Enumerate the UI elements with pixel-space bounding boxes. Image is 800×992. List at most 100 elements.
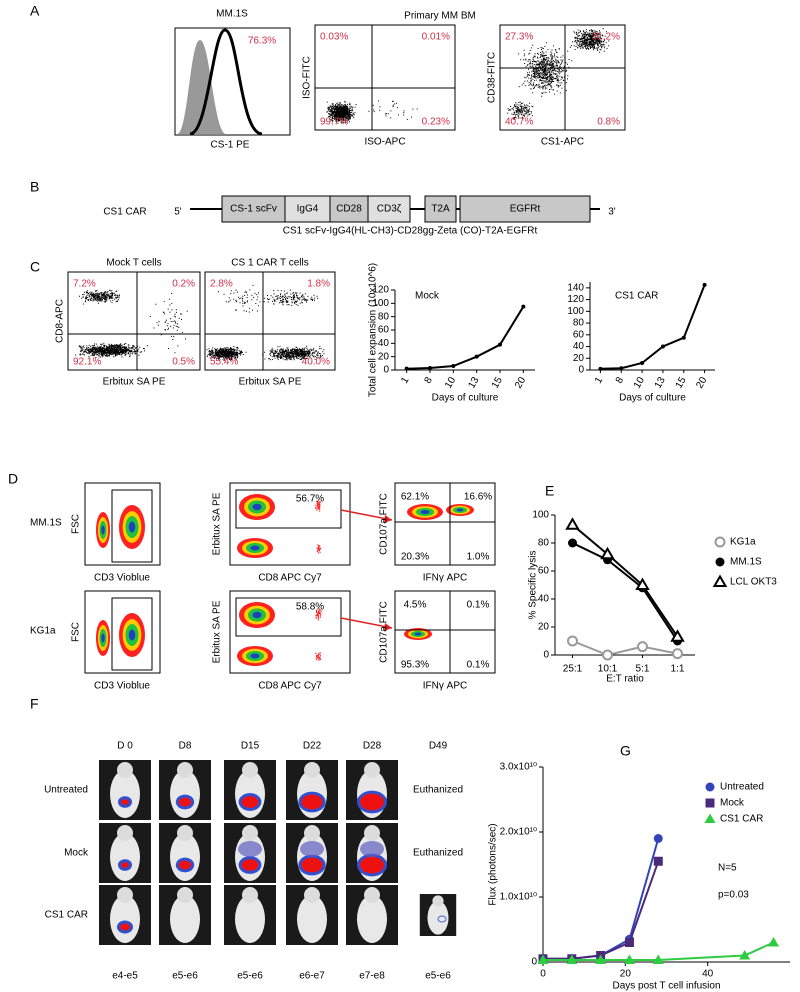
quadrant-percent: 7.2%: [73, 279, 96, 290]
construct-segment: [459, 195, 591, 223]
quadrant-percent: 0.5%: [172, 357, 195, 368]
gate: [111, 597, 153, 671]
y-label: FSC: [71, 622, 82, 642]
x-tick-label: 0: [540, 969, 546, 980]
day-label: D8: [179, 741, 192, 752]
quadrant-percent: 4.5%: [404, 600, 427, 611]
y-tick-label: 0: [383, 365, 389, 376]
density-contour: [420, 510, 430, 514]
annotation: p=0.03: [718, 890, 749, 901]
flow-y-label: CD8-APC: [55, 299, 66, 343]
x-axis-label: Days post T cell infusion: [612, 981, 720, 992]
signal: [178, 797, 192, 807]
x-tick-label: 20: [513, 375, 528, 391]
gate: [235, 597, 342, 637]
data-point: [623, 954, 635, 965]
x-label: CD8 APC Cy7: [258, 573, 322, 584]
quadrant-percent: 0.1%: [467, 600, 490, 611]
series-line: [406, 306, 525, 370]
signal: [178, 860, 192, 870]
data-point: [602, 649, 613, 661]
scale-label: e5-e6: [237, 971, 263, 982]
construct-name: CS1 CAR: [103, 207, 146, 218]
event-dots: [314, 499, 321, 512]
construct-description: CS1 scFv-IgG4(HL-CH3)-CD28gg-Zeta (CO)-T…: [283, 226, 538, 237]
mouse-head: [177, 825, 193, 841]
density-frame: [394, 590, 496, 674]
panel-label: F: [30, 696, 39, 712]
x-label: IFNγ APC: [423, 681, 467, 692]
panel-label: E: [545, 483, 554, 499]
mouse-head: [432, 895, 444, 907]
data-point: [670, 629, 685, 642]
event-dots: [355, 100, 418, 120]
quadrant-percent: 0.23%: [422, 117, 450, 128]
x-label: IFNγ APC: [423, 573, 467, 584]
event-dots: [79, 289, 120, 305]
day-label: D15: [241, 741, 260, 752]
histogram-title: MM.1S: [216, 9, 248, 20]
signal: [241, 796, 259, 808]
x-tick-label: 13: [466, 375, 481, 391]
panel-label: C: [30, 259, 40, 275]
data-point: [537, 954, 549, 965]
event-dots: [149, 293, 188, 354]
data-point: [521, 304, 526, 309]
quadrant-percent: 99.7%: [320, 117, 348, 128]
construct-segment: [424, 195, 457, 223]
data-point: [619, 366, 624, 371]
x-tick-label: 10:1: [598, 664, 618, 675]
legend-marker: [705, 782, 715, 792]
mouse-head: [177, 887, 193, 903]
group-title: Primary MM BM: [404, 11, 476, 22]
x-tick-label: 8: [423, 375, 436, 386]
density-contour: [252, 611, 262, 619]
series-line: [543, 838, 660, 960]
data-point: [567, 635, 578, 647]
y-tick-label: 120: [567, 294, 584, 305]
x-tick-label: 10: [632, 375, 647, 391]
mouse-head: [304, 825, 320, 841]
histogram-stained: [189, 28, 263, 136]
scale-label: e4-e5: [112, 971, 138, 982]
mouse-body: [170, 895, 200, 943]
mouse-head: [304, 887, 320, 903]
flow-frame: [314, 24, 456, 131]
y-tick-label: 20: [573, 353, 585, 364]
euthanized-label: Euthanized: [413, 848, 463, 859]
flow-x-label: CS1-APC: [541, 137, 584, 148]
data-point: [653, 856, 663, 866]
chart-title: CS1 CAR: [615, 291, 658, 302]
y-tick-label: 20: [378, 351, 390, 362]
row-label: KG1a: [30, 626, 56, 637]
quadrant-percent: 16.6%: [464, 492, 492, 503]
scale-label: e7-e8: [359, 971, 385, 982]
x-label: CD3 Vioblue: [94, 681, 150, 692]
panel-label: A: [30, 3, 40, 19]
signal-diffuse: [238, 841, 262, 857]
data-point: [660, 344, 665, 349]
gate-percent: 56.7%: [296, 494, 324, 505]
gate-arrow: [340, 509, 393, 521]
data-point: [635, 577, 650, 590]
group-label: Untreated: [44, 785, 88, 796]
flow-x-label: Erbitux SA PE: [239, 377, 302, 388]
density-contour: [456, 508, 464, 512]
mouse-head: [177, 762, 193, 778]
density-contour: [101, 525, 105, 535]
y-tick-label: 0: [543, 650, 549, 661]
y-label: CD107a FITC: [379, 493, 390, 555]
x-tick-label: 25:1: [563, 664, 583, 675]
x-tick-label: 20: [694, 375, 709, 391]
data-point: [600, 546, 615, 560]
flow-y-label: CD38-FITC: [487, 52, 498, 103]
signal: [301, 857, 323, 873]
histogram-percent: 76.3%: [248, 36, 276, 47]
quadrant-percent: 31.2%: [592, 32, 620, 43]
y-tick-label: 0: [578, 365, 584, 376]
density-frame: [229, 482, 351, 566]
signal: [241, 859, 259, 871]
segment-label: CD3ζ: [377, 204, 402, 215]
quadrant-percent: 0.8%: [597, 117, 620, 128]
